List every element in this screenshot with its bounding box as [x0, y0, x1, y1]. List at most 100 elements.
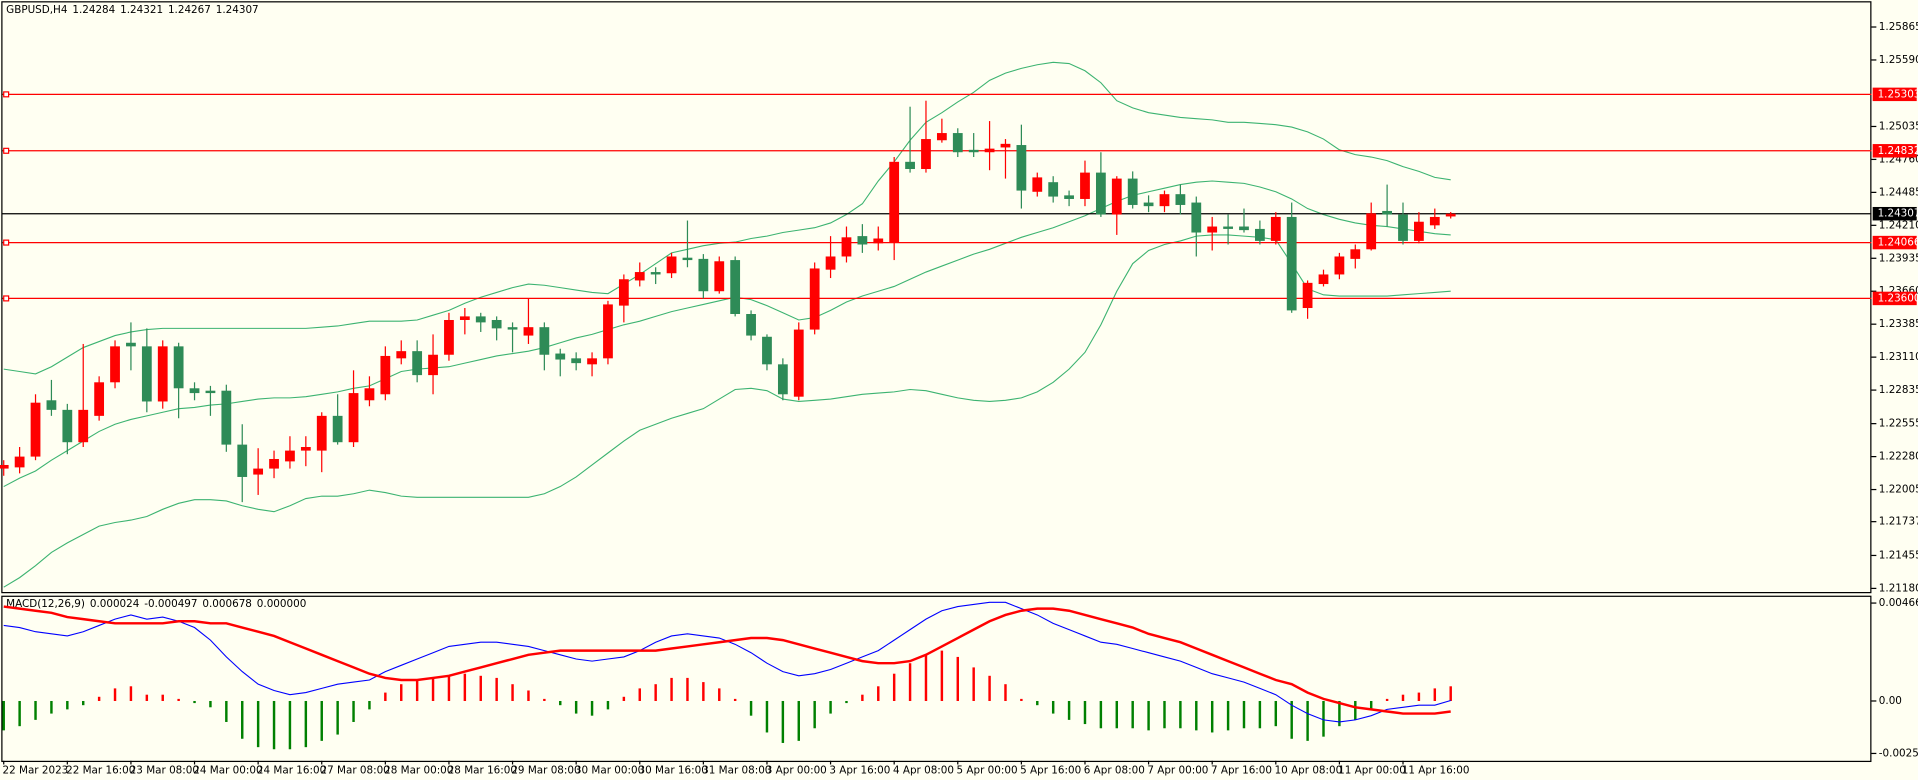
candle-body	[650, 272, 661, 275]
level-label-box	[1872, 291, 1917, 306]
y-tick-label: 1.22555	[1879, 418, 1918, 430]
macd-bar	[892, 673, 896, 701]
macd-bar	[431, 677, 435, 701]
candle-body	[634, 272, 645, 281]
candle-body	[1207, 226, 1218, 233]
macd-bar	[97, 696, 101, 701]
macd-bar	[336, 700, 339, 735]
candle-body	[1080, 172, 1090, 199]
x-tick-label: 22 Mar 2023	[3, 765, 69, 777]
y-tick-label: 1.22835	[1879, 384, 1918, 396]
x-tick-label: 10 Apr 08:00	[1275, 765, 1343, 777]
macd-bar	[272, 700, 276, 750]
macd-bar	[972, 667, 975, 701]
macd-bar	[829, 700, 832, 714]
macd-bar	[193, 700, 196, 704]
candle-body	[809, 268, 820, 330]
price-label: 1.24307	[1878, 208, 1918, 220]
candle-body	[1398, 214, 1408, 241]
macd-bar	[686, 677, 689, 701]
macd-bar	[415, 680, 419, 701]
chart-header: GBPUSD,H4 1.24284 1.24321 1.24267 1.24307	[6, 4, 258, 16]
candle-body	[921, 139, 931, 170]
level-label-box	[1872, 235, 1917, 250]
macd-pane-frame	[1, 595, 1872, 763]
macd-bar	[733, 698, 737, 701]
macd-bar	[320, 700, 323, 741]
macd-bar	[447, 675, 451, 701]
candle-body	[396, 351, 407, 359]
macd-bar	[1163, 700, 1166, 729]
candle-body	[14, 456, 25, 468]
macd-bar	[845, 700, 848, 704]
x-tick-label: 28 Mar 00:00	[384, 765, 453, 777]
candle-body	[459, 316, 470, 320]
y-tick-label: 0.00	[1879, 695, 1902, 707]
candle-body	[475, 316, 486, 323]
macd-bar	[1210, 700, 1214, 733]
candle-body	[285, 450, 295, 462]
candle-body	[1127, 178, 1138, 205]
candle-body	[173, 346, 184, 389]
macd-bar	[241, 700, 244, 739]
x-tick-label: 3 Apr 16:00	[829, 765, 890, 777]
candle-body	[682, 257, 693, 261]
candle-body	[332, 415, 343, 443]
level-marker	[3, 147, 10, 154]
macd-bar	[225, 700, 228, 722]
y-tick-label: 1.25035	[1879, 120, 1918, 132]
macd-bar	[781, 700, 785, 743]
candle-body	[1350, 249, 1361, 259]
macd-bar	[66, 700, 69, 710]
y-tick-label: 1.24485	[1879, 186, 1918, 198]
candle-body	[1270, 216, 1281, 241]
candle-body	[205, 390, 216, 394]
y-tick-label: 1.21737	[1879, 516, 1918, 528]
candle-body	[1143, 202, 1154, 207]
x-tick-label: 3 Apr 00:00	[766, 765, 827, 777]
candle-body	[0, 464, 9, 469]
x-tick-label: 23 Mar 08:00	[130, 765, 199, 777]
macd-bar	[1242, 700, 1246, 729]
macd-bar	[288, 700, 292, 750]
macd-bar	[1226, 700, 1230, 731]
candle-body	[1255, 228, 1265, 241]
x-tick-label: 11 Apr 00:00	[1338, 765, 1406, 777]
level-label-box	[1872, 144, 1917, 158]
candle-body	[587, 358, 597, 365]
x-tick-label: 11 Apr 16:00	[1402, 765, 1470, 777]
x-tick-label: 4 Apr 08:00	[893, 765, 954, 777]
macd-bar	[956, 656, 959, 701]
candle-body	[1223, 226, 1233, 229]
macd-bar	[384, 692, 387, 701]
y-tick-label: 1.22005	[1879, 484, 1918, 496]
macd-bar	[606, 700, 610, 710]
y-tick-label: 1.23385	[1879, 318, 1918, 330]
x-tick-label: 30 Mar 16:00	[639, 765, 708, 777]
candle-body	[1239, 226, 1249, 231]
macd-bar	[34, 700, 37, 720]
macd-bar	[543, 698, 546, 701]
candle-body	[1016, 145, 1027, 191]
macd-bar	[129, 686, 133, 701]
macd-bar	[113, 688, 117, 701]
macd-bar	[18, 700, 21, 727]
macd-bar	[495, 677, 498, 701]
macd-bar	[590, 700, 594, 716]
candle-body	[666, 256, 677, 274]
level-label: 1.23600	[1878, 292, 1918, 304]
candle-body	[762, 336, 772, 365]
header-open: 1.24284	[72, 4, 115, 16]
macd-signal-line	[3, 605, 1451, 715]
macd-bar	[654, 684, 657, 701]
candle-body	[46, 400, 57, 410]
candle-body	[523, 327, 534, 336]
macd-bar	[1099, 700, 1103, 729]
candle-body	[1445, 213, 1456, 217]
header-low: 1.24267	[168, 4, 211, 16]
candle-body	[793, 329, 804, 397]
macd-bar	[1290, 700, 1293, 739]
macd-bar	[1274, 700, 1278, 727]
macd-bar	[511, 684, 514, 701]
